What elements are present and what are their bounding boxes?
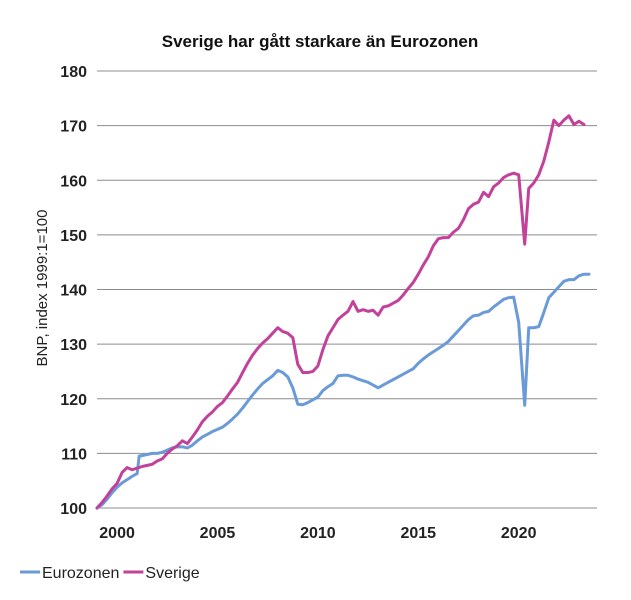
y-tick-label: 180 xyxy=(60,64,87,81)
y-tick-label: 110 xyxy=(61,446,87,463)
y-axis-tick-labels: 100 110 120 130 140 150 160 170 180 xyxy=(60,64,87,518)
y-axis-title: BNP, index 1999:1=100 xyxy=(34,210,51,367)
gridlines xyxy=(97,70,597,509)
chart-title: Sverige har gått starkare än Eurozonen xyxy=(162,32,479,51)
x-tick-label: 2020 xyxy=(501,525,537,542)
y-tick-label: 170 xyxy=(60,119,87,136)
y-tick-label: 140 xyxy=(60,283,87,300)
series-lines xyxy=(95,114,591,510)
series-line-eurozonen xyxy=(95,272,591,510)
x-tick-label: 2015 xyxy=(400,525,436,542)
y-tick-label: 150 xyxy=(60,228,87,245)
x-tick-label: 2005 xyxy=(200,525,236,542)
y-tick-label: 100 xyxy=(60,501,87,518)
x-tick-label: 2000 xyxy=(99,525,135,542)
y-tick-label: 120 xyxy=(60,392,87,409)
legend-label-eurozonen: Eurozonen xyxy=(42,565,119,582)
legend: Eurozonen Sverige xyxy=(20,565,200,582)
legend-label-sverige: Sverige xyxy=(145,565,199,582)
y-tick-label: 130 xyxy=(60,337,87,354)
x-axis-tick-labels: 2000 2005 2010 2015 2020 xyxy=(99,525,536,542)
series-line-sverige xyxy=(95,114,586,510)
y-tick-label: 160 xyxy=(60,173,87,190)
x-tick-label: 2010 xyxy=(300,525,336,542)
